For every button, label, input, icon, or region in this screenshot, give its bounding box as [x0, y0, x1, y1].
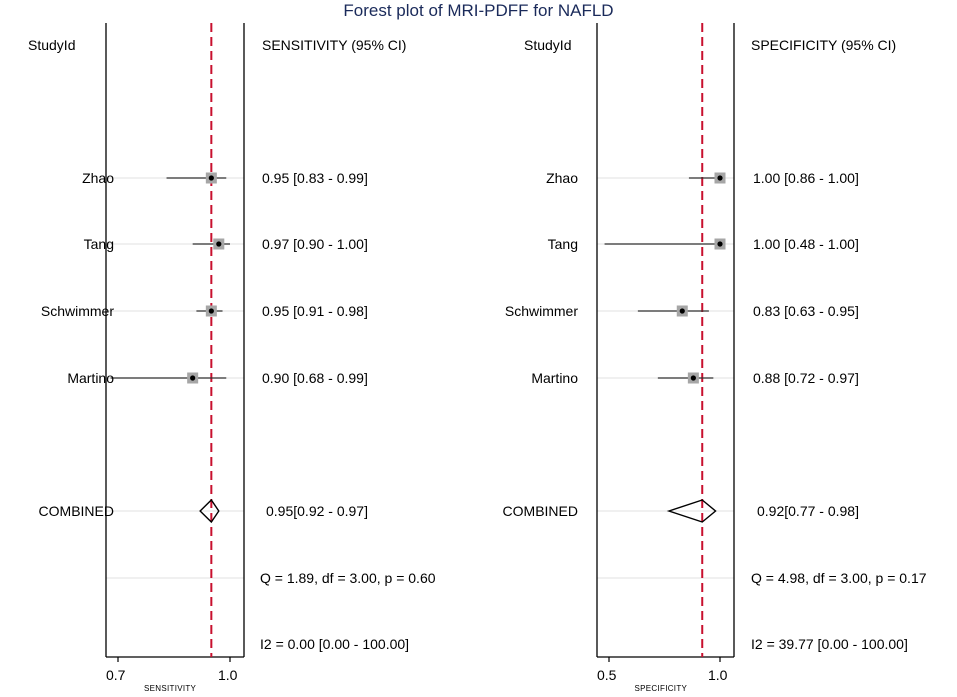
combined-label: COMBINED [38, 503, 114, 519]
x-axis-label: SENSITIVITY [144, 684, 197, 693]
i2-stat: I2 = 0.00 [0.00 - 100.00] [260, 636, 410, 652]
study-ci-value: 1.00 [0.48 - 1.00] [753, 236, 859, 252]
heterogeneity-stat: Q = 4.98, df = 3.00, p = 0.17 [751, 570, 927, 586]
study-id-header: StudyId [28, 37, 76, 53]
x-tick-label: 1.0 [218, 667, 238, 683]
specificity-ci-header: SPECIFICITY (95% CI) [751, 37, 897, 53]
point-estimate-dot [216, 241, 222, 247]
study-ci-value: 0.88 [0.72 - 0.97] [753, 370, 859, 386]
combined-diamond [666, 499, 717, 523]
study-ci-value: 0.95 [0.83 - 0.99] [262, 170, 368, 186]
combined-ci-value: 0.92[0.77 - 0.98] [757, 503, 859, 519]
study-label: Zhao [546, 170, 578, 186]
study-label: Schwimmer [40, 303, 114, 319]
point-estimate-dot [190, 375, 196, 381]
study-label: Martino [67, 370, 114, 386]
point-estimate-dot [717, 241, 723, 247]
point-estimate-dot [679, 308, 685, 314]
point-estimate-dot [208, 308, 214, 314]
heterogeneity-stat: Q = 1.89, df = 3.00, p = 0.60 [260, 570, 436, 586]
study-ci-value: 0.83 [0.63 - 0.95] [753, 303, 859, 319]
study-ci-value: 1.00 [0.86 - 1.00] [753, 170, 859, 186]
x-axis-label: SPECIFICITY [634, 684, 688, 693]
sensitivity-ci-header: SENSITIVITY (95% CI) [262, 37, 407, 53]
study-label: Schwimmer [504, 303, 578, 319]
combined-diamond [199, 498, 220, 524]
study-id-header: StudyId [524, 37, 572, 53]
x-tick-label: 1.0 [708, 667, 728, 683]
study-label: Zhao [82, 170, 114, 186]
x-tick-label: 0.7 [106, 667, 126, 683]
point-estimate-dot [208, 175, 214, 181]
point-estimate-dot [717, 175, 723, 181]
study-ci-value: 0.97 [0.90 - 1.00] [262, 236, 368, 252]
study-label: Martino [531, 370, 578, 386]
study-ci-value: 0.95 [0.91 - 0.98] [262, 303, 368, 319]
combined-ci-value: 0.95[0.92 - 0.97] [266, 503, 368, 519]
point-estimate-dot [690, 375, 696, 381]
chart-title: Forest plot of MRI-PDFF for NAFLD [343, 1, 614, 20]
study-label: Tang [83, 236, 114, 252]
x-tick-label: 0.5 [597, 667, 617, 683]
sensitivity-panel [105, 23, 245, 662]
study-ci-value: 0.90 [0.68 - 0.99] [262, 370, 368, 386]
specificity-panel [596, 23, 735, 662]
combined-label: COMBINED [502, 503, 578, 519]
i2-stat: I2 = 39.77 [0.00 - 100.00] [751, 636, 908, 652]
study-label: Tang [547, 236, 578, 252]
